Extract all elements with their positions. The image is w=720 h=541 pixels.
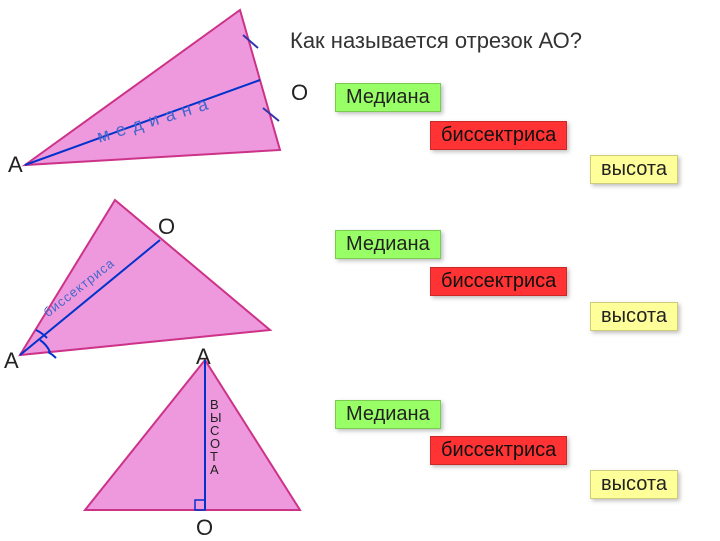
- answer-vysota-3[interactable]: высота: [590, 470, 678, 499]
- answer-mediana-1[interactable]: Медиана: [335, 83, 441, 112]
- answer-vysota-2[interactable]: высота: [590, 302, 678, 331]
- answer-bisektrisa-3[interactable]: биссектриса: [430, 436, 567, 465]
- altitude-segment-label: ВЫСОТА: [210, 398, 222, 476]
- answer-mediana-3[interactable]: Медиана: [335, 400, 441, 429]
- vertex-o-3: О: [196, 515, 213, 541]
- answer-bisektrisa-1[interactable]: биссектриса: [430, 121, 567, 150]
- triangle-altitude: [0, 0, 340, 540]
- answer-mediana-2[interactable]: Медиана: [335, 230, 441, 259]
- answer-vysota-1[interactable]: высота: [590, 155, 678, 184]
- answer-bisektrisa-2[interactable]: биссектриса: [430, 267, 567, 296]
- vertex-a-3: А: [196, 344, 211, 370]
